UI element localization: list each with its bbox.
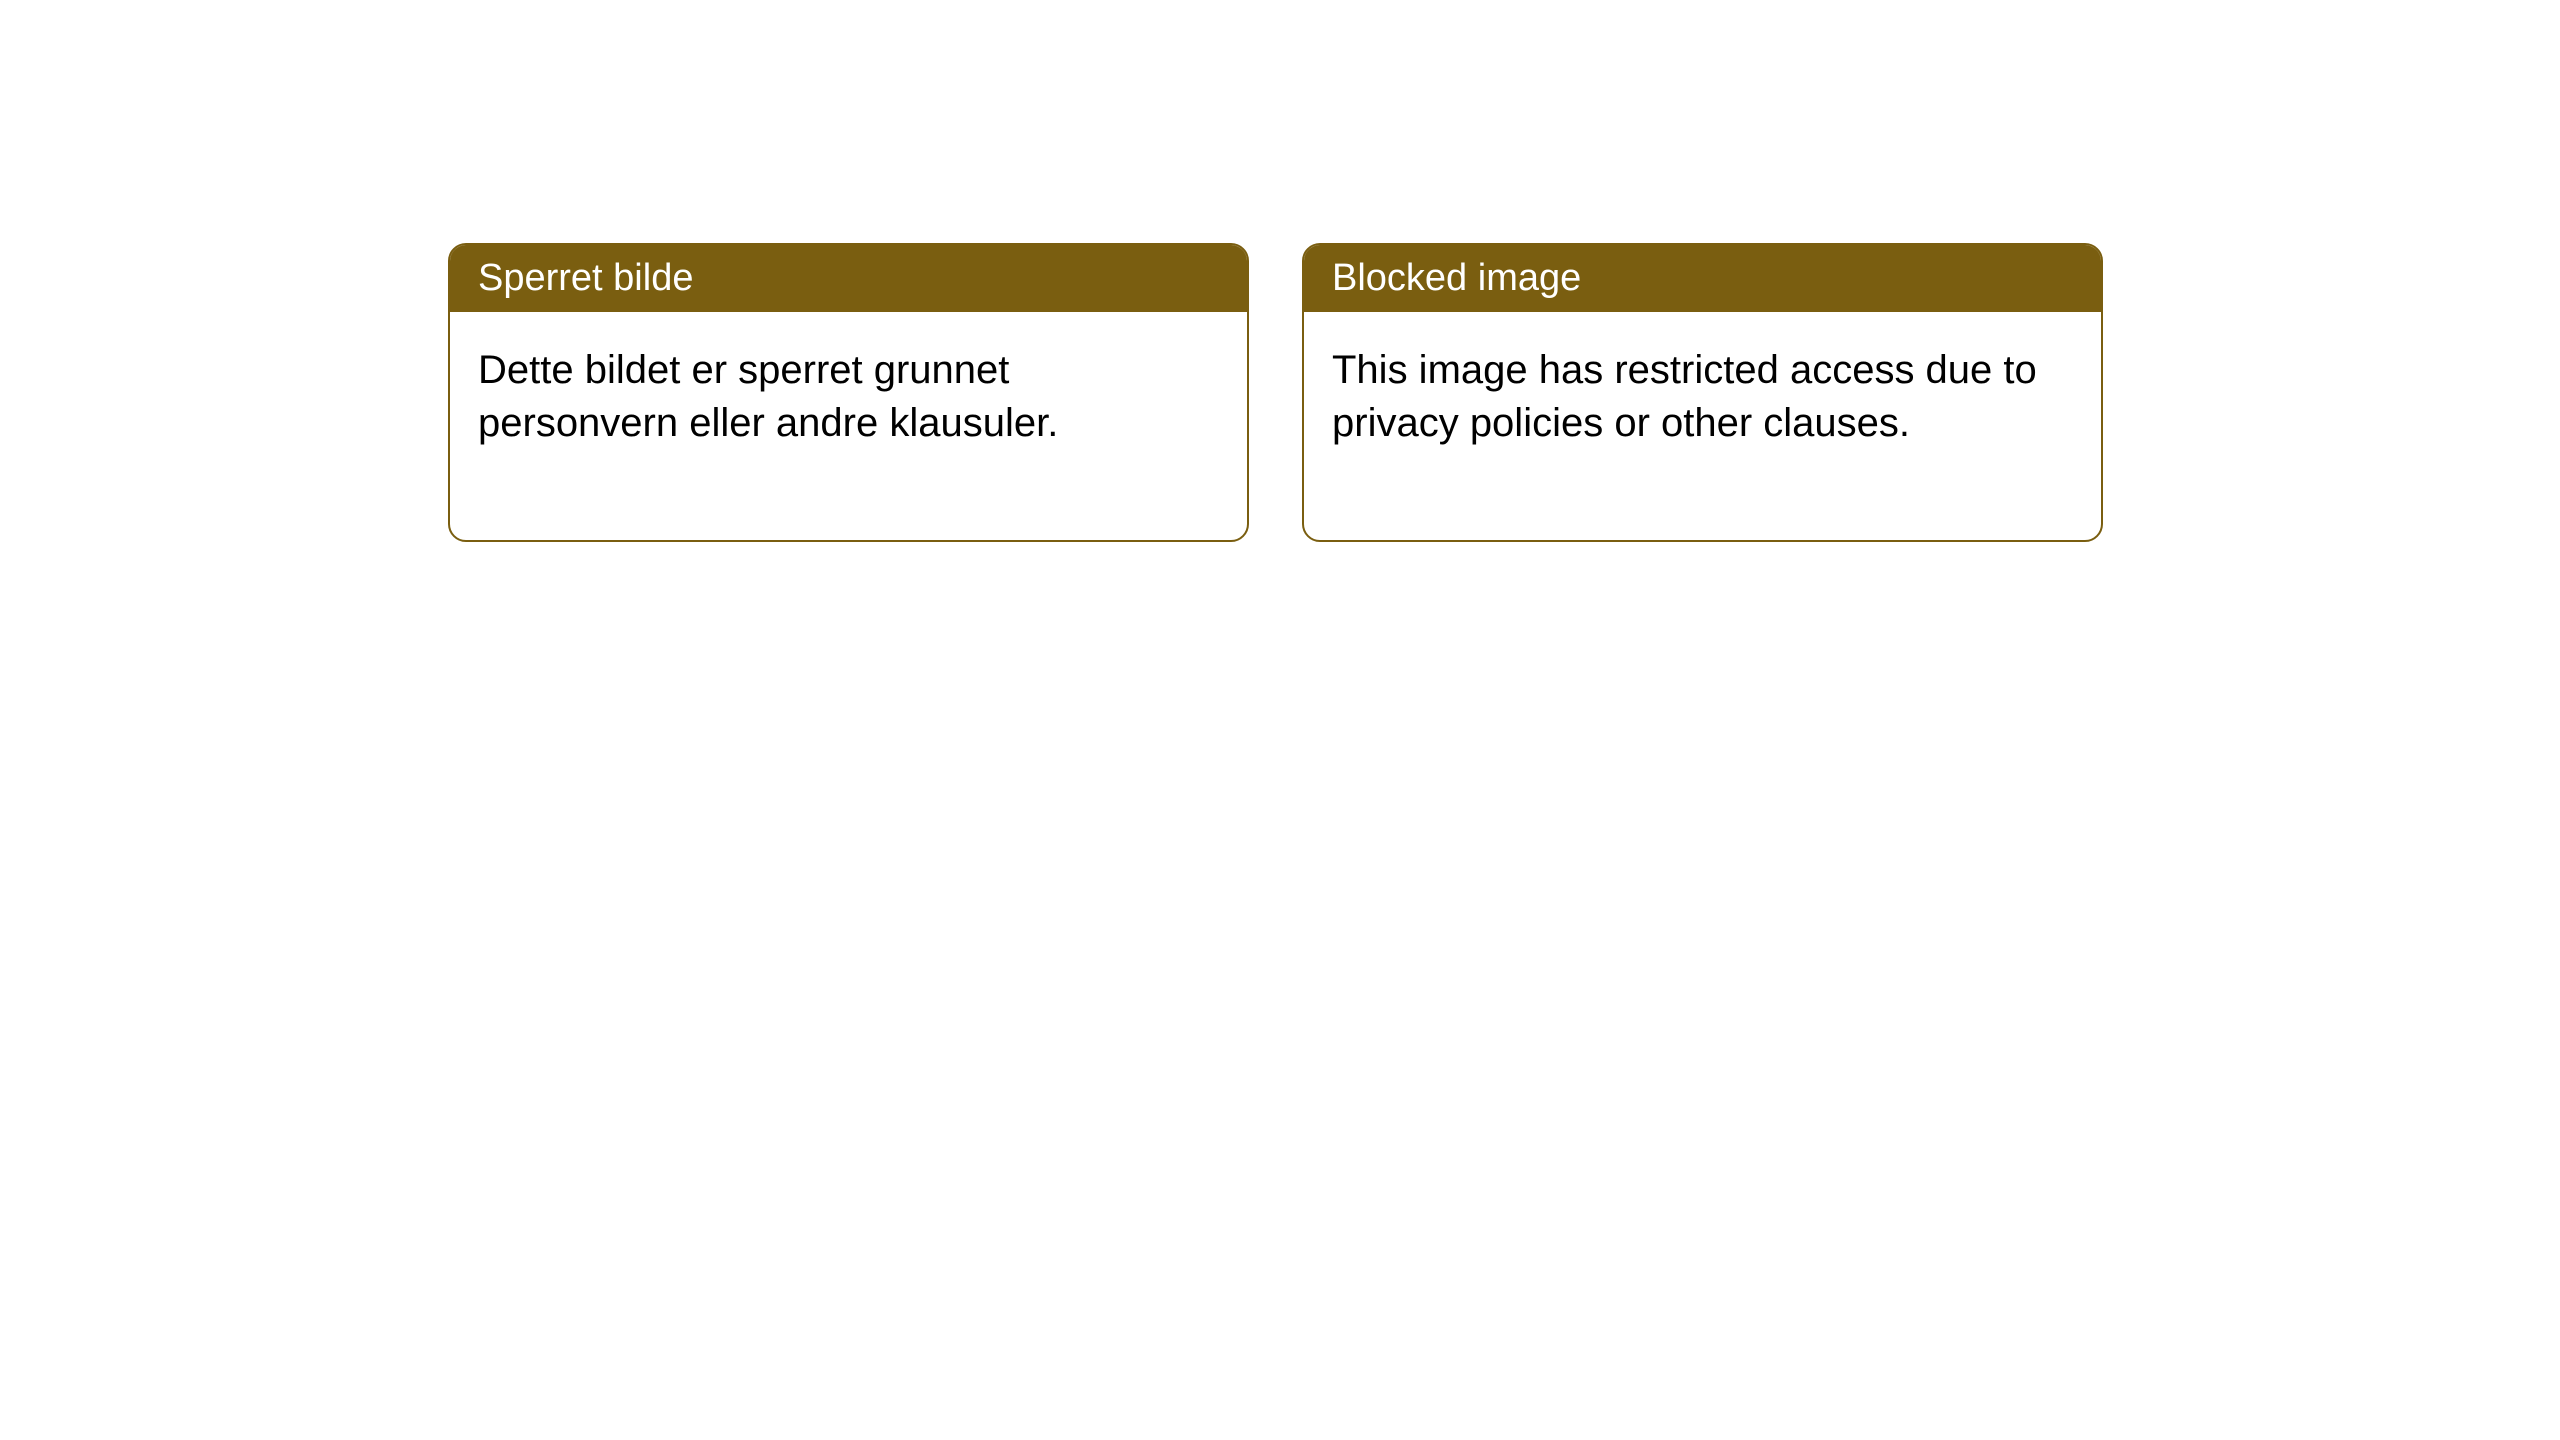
- card-header: Sperret bilde: [450, 245, 1247, 312]
- card-title: Sperret bilde: [478, 257, 693, 299]
- blocked-image-card-en: Blocked image This image has restricted …: [1302, 243, 2103, 542]
- blocked-image-card-no: Sperret bilde Dette bildet er sperret gr…: [448, 243, 1249, 542]
- card-body: Dette bildet er sperret grunnet personve…: [450, 312, 1247, 540]
- card-body-text: This image has restricted access due to …: [1332, 348, 2037, 445]
- card-title: Blocked image: [1332, 257, 1581, 299]
- notice-container: Sperret bilde Dette bildet er sperret gr…: [448, 243, 2103, 542]
- card-body-text: Dette bildet er sperret grunnet personve…: [478, 348, 1058, 445]
- card-body: This image has restricted access due to …: [1304, 312, 2101, 540]
- card-header: Blocked image: [1304, 245, 2101, 312]
